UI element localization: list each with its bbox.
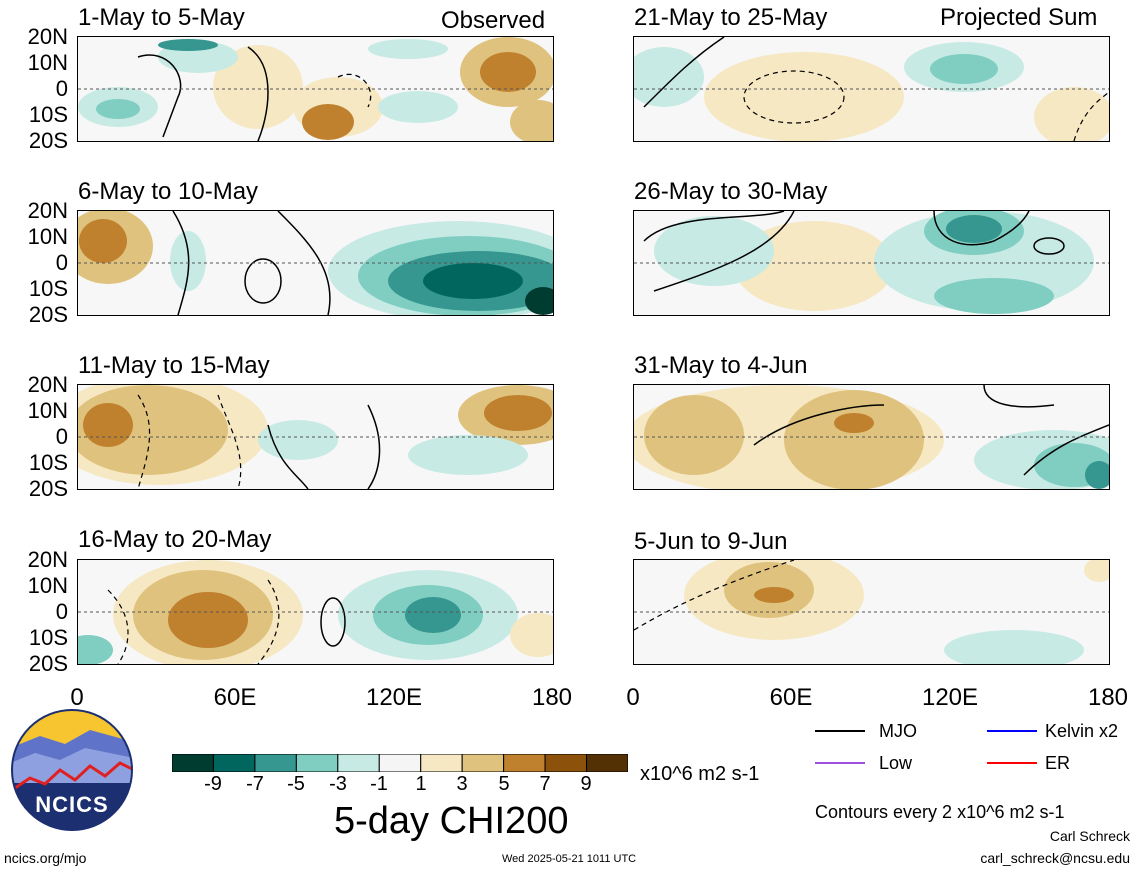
map-panel-11-may-15-may: [77, 384, 554, 490]
colorbar-swatch: [503, 753, 546, 773]
colorbar-tick: 7: [539, 773, 551, 795]
map-panel-1-may-5-may: [77, 36, 554, 142]
lat-label: 20N: [27, 198, 68, 223]
colorbar-tick: 3: [456, 773, 468, 795]
lon-label: 60E: [769, 684, 813, 711]
colorbar-tick: -7: [246, 773, 264, 795]
colorbar-swatch: [254, 753, 297, 773]
footer-author: Carl Schreck: [1049, 828, 1130, 844]
lat-label: 10S: [28, 102, 68, 127]
legend-label: Low: [879, 753, 913, 773]
colorbar-tick: 5: [498, 773, 510, 795]
lat-label: 10S: [28, 276, 68, 301]
map-panel-31-may-4-jun: [633, 384, 1110, 490]
lon-label: 180: [531, 684, 573, 711]
colorbar-tick: -3: [329, 773, 347, 795]
lon-label: 0: [70, 684, 84, 711]
map-panel-21-may-25-may: [633, 36, 1110, 142]
legend-line-icon: [815, 762, 865, 764]
map-panel-5-jun-9-jun: [633, 559, 1110, 665]
colorbar-swatch: [378, 753, 422, 773]
colorbar-swatch: [544, 753, 588, 773]
lat-label: 10N: [27, 50, 68, 75]
colorbar-tick: 9: [580, 773, 592, 795]
legend-line-icon: [987, 730, 1037, 732]
footer-email: carl_schreck@ncsu.edu: [980, 850, 1130, 866]
map-panel-6-may-10-may: [77, 210, 554, 316]
colorbar-units: x10^6 m2 s-1: [640, 763, 760, 785]
panel-left-1-tag: Observed: [441, 7, 546, 34]
legend-line-icon: [987, 762, 1037, 764]
lat-label: 0: [55, 250, 68, 275]
lat-label: 10N: [27, 398, 68, 423]
lat-label: 20N: [27, 372, 68, 397]
lon-label: 0: [626, 684, 640, 711]
lat-label: 0: [55, 424, 68, 449]
panel-right-2-title: 26-May to 30-May: [634, 178, 828, 205]
lat-label: 10S: [28, 450, 68, 475]
lat-label: 10N: [27, 573, 68, 598]
colorbar-swatch: [420, 753, 463, 773]
panel-left-3-title: 11-May to 15-May: [78, 352, 270, 379]
colorbar-tick: -1: [370, 773, 388, 795]
lon-axis-right: 0 60E 120E 180: [626, 684, 1128, 712]
lat-label: 0: [55, 599, 68, 624]
lon-label: 120E: [921, 684, 979, 711]
lat-label: 20S: [28, 302, 68, 327]
colorbar-swatch: [586, 753, 629, 773]
ncics-logo: NCICS: [10, 708, 134, 832]
logo-text: NCICS: [35, 792, 109, 817]
legend-line-icon: [815, 730, 865, 732]
lat-axis-panel-2: 20N 10N 0 10S 20S: [6, 198, 68, 326]
colorbar-tick: -9: [204, 773, 222, 795]
colorbar-swatch: [171, 753, 214, 773]
colorbar-swatch: [212, 753, 256, 773]
lat-label: 20S: [28, 128, 68, 153]
lon-label: 120E: [365, 684, 423, 711]
lat-label: 0: [55, 76, 68, 101]
panel-right-4-title: 5-Jun to 9-Jun: [634, 528, 788, 555]
panel-left-1-title: 1-May to 5-May: [78, 4, 245, 31]
colorbar-swatch: [461, 753, 505, 773]
lon-label: 60E: [213, 684, 257, 711]
legend-label: MJO: [879, 721, 917, 741]
legend: MJO Kelvin x2 Low ER: [815, 720, 1125, 780]
footer-url: ncics.org/mjo: [4, 850, 87, 866]
colorbar-tick-labels: -9 -7 -5 -3 -1 1 3 5 7 9: [172, 774, 628, 796]
colorbar-tick: -5: [287, 773, 305, 795]
panel-right-1-title: 21-May to 25-May: [634, 4, 828, 31]
legend-label: Kelvin x2: [1045, 721, 1119, 741]
colorbar-swatch: [337, 753, 380, 773]
map-panel-16-may-20-may: [77, 559, 554, 665]
main-title: 5-day CHI200: [334, 800, 569, 842]
lat-axis-panel-1: 20N 10N 0 10S 20S: [6, 24, 68, 152]
colorbar: [171, 753, 629, 773]
panel-right-3-title: 31-May to 4-Jun: [634, 352, 808, 379]
lat-axis-panel-3: 20N 10N 0 10S 20S: [6, 372, 68, 500]
lat-axis-panel-4: 20N 10N 0 10S 20S: [6, 547, 68, 675]
colorbar-tick: 1: [415, 773, 427, 795]
lat-label: 20S: [28, 476, 68, 501]
lat-label: 20N: [27, 24, 68, 49]
legend-label: ER: [1045, 753, 1071, 773]
lat-label: 20N: [27, 547, 68, 572]
panel-left-4-title: 16-May to 20-May: [78, 526, 272, 553]
lat-label: 10S: [28, 625, 68, 650]
panel-right-1-tag: Projected Sum: [940, 4, 1098, 31]
colorbar-swatch: [295, 753, 339, 773]
panel-left-2-title: 6-May to 10-May: [78, 178, 259, 205]
lat-label: 10N: [27, 224, 68, 249]
map-panel-26-may-30-may: [633, 210, 1110, 316]
lon-axis-left: 0 60E 120E 180: [70, 684, 572, 712]
contour-note: Contours every 2 x10^6 m2 s-1: [815, 802, 1065, 822]
footer-timestamp: Wed 2025-05-21 1011 UTC: [502, 853, 637, 865]
lat-label: 20S: [28, 651, 68, 676]
lon-label: 180: [1087, 684, 1129, 711]
